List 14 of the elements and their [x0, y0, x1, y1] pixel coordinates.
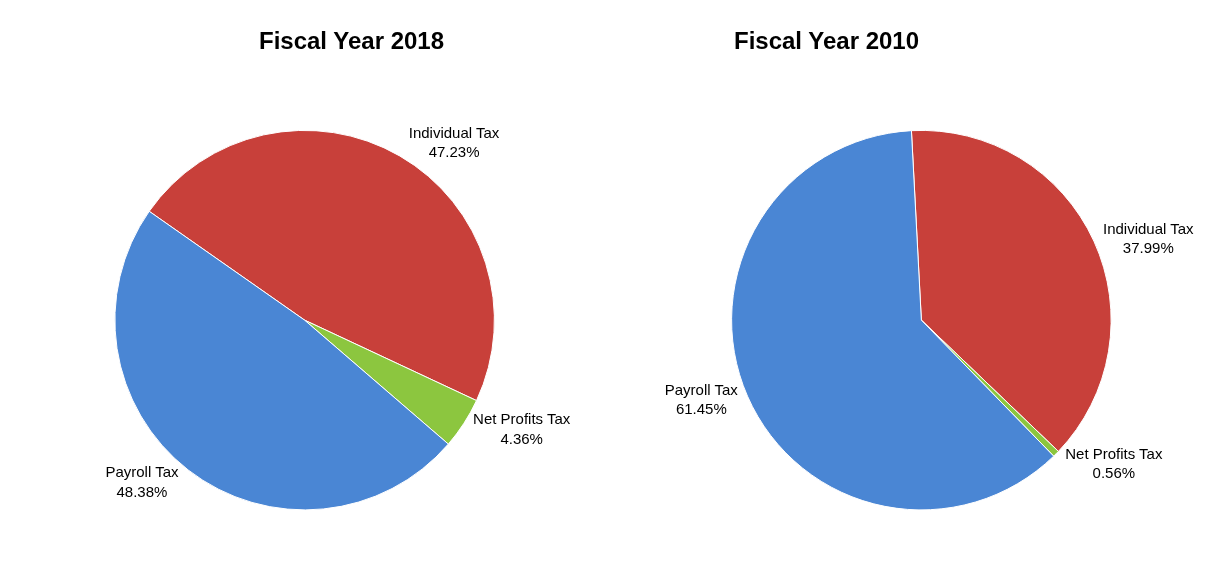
slice-label: Net Profits Tax [473, 410, 571, 428]
data-label: 37.99% [1122, 239, 1174, 257]
chart-title: Fiscal Year 2010 [734, 27, 920, 54]
slice-label: Individual Tax [408, 123, 500, 141]
data-label: 0.56% [1092, 464, 1136, 482]
data-label: 47.23% [428, 143, 480, 161]
data-label: 48.38% [116, 482, 168, 500]
slice-label: Payroll Tax [105, 463, 179, 481]
slice-label: Payroll Tax [664, 380, 739, 398]
data-label: 4.36% [500, 429, 543, 447]
slice-label: Net Profits Tax [1065, 444, 1163, 462]
data-label: 61.45% [675, 400, 727, 418]
chart-title: Fiscal Year 2018 [259, 27, 445, 54]
slice-label: Individual Tax [1103, 219, 1195, 237]
